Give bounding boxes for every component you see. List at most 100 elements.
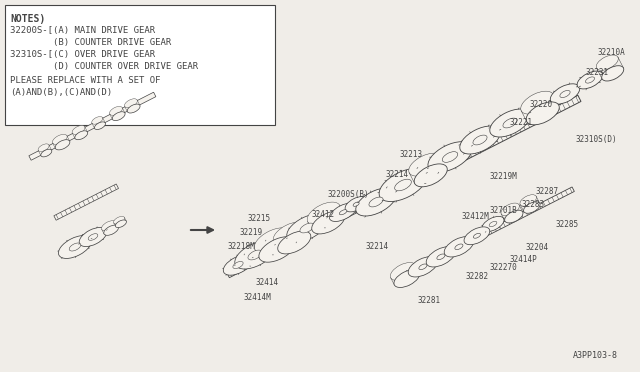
Ellipse shape (503, 118, 517, 128)
Ellipse shape (577, 71, 603, 89)
Ellipse shape (596, 55, 618, 70)
Ellipse shape (69, 243, 81, 251)
Text: 32282: 32282 (466, 272, 489, 281)
Ellipse shape (233, 262, 243, 269)
Ellipse shape (482, 217, 504, 232)
Ellipse shape (526, 102, 559, 125)
Ellipse shape (390, 263, 416, 280)
Ellipse shape (287, 214, 327, 242)
Ellipse shape (464, 227, 490, 245)
Polygon shape (29, 92, 156, 160)
Ellipse shape (127, 104, 140, 113)
Ellipse shape (113, 217, 125, 224)
Text: 32231: 32231 (585, 68, 608, 77)
Ellipse shape (379, 169, 427, 202)
Text: NOTES): NOTES) (10, 14, 45, 24)
Polygon shape (394, 187, 574, 282)
Ellipse shape (501, 203, 520, 216)
Text: 32214: 32214 (366, 242, 389, 251)
Ellipse shape (307, 202, 340, 225)
Polygon shape (369, 95, 581, 208)
Text: 32414M: 32414M (244, 293, 272, 302)
Text: 32219: 32219 (240, 228, 263, 237)
Ellipse shape (520, 195, 536, 206)
Text: 32414: 32414 (255, 278, 278, 287)
Text: 32221: 32221 (510, 118, 533, 127)
Ellipse shape (504, 210, 523, 223)
Ellipse shape (586, 77, 595, 83)
Ellipse shape (356, 188, 396, 216)
Ellipse shape (550, 84, 580, 104)
Text: 32215: 32215 (247, 214, 270, 223)
Ellipse shape (38, 144, 49, 151)
Ellipse shape (52, 134, 67, 145)
Ellipse shape (437, 254, 445, 260)
Ellipse shape (92, 116, 103, 124)
Ellipse shape (223, 255, 253, 275)
Text: 32200S-[(A) MAIN DRIVE GEAR: 32200S-[(A) MAIN DRIVE GEAR (10, 26, 155, 35)
Text: 32310S-[(C) OVER DRIVE GEAR: 32310S-[(C) OVER DRIVE GEAR (10, 50, 155, 59)
Text: 32701B: 32701B (490, 206, 518, 215)
Text: 32414P: 32414P (510, 255, 538, 264)
Ellipse shape (254, 228, 291, 253)
Ellipse shape (312, 211, 345, 234)
Ellipse shape (125, 99, 138, 108)
Ellipse shape (395, 179, 412, 191)
Ellipse shape (455, 244, 463, 250)
Ellipse shape (489, 221, 497, 227)
Ellipse shape (442, 152, 458, 162)
Ellipse shape (109, 106, 122, 115)
Ellipse shape (115, 220, 127, 228)
Text: 32412M: 32412M (462, 212, 490, 221)
Ellipse shape (95, 122, 106, 129)
Ellipse shape (473, 135, 487, 145)
Polygon shape (54, 184, 118, 220)
Text: 32310S(D): 32310S(D) (576, 135, 618, 144)
Ellipse shape (330, 203, 357, 221)
Text: 322270: 322270 (490, 263, 518, 272)
Text: 32283: 32283 (522, 200, 545, 209)
Text: 32213: 32213 (400, 150, 423, 159)
FancyBboxPatch shape (5, 5, 275, 125)
Ellipse shape (474, 233, 481, 238)
Ellipse shape (369, 197, 383, 207)
Ellipse shape (72, 125, 85, 134)
Ellipse shape (259, 237, 296, 262)
Text: 32210A: 32210A (598, 48, 626, 57)
Ellipse shape (55, 140, 70, 150)
Ellipse shape (278, 231, 311, 254)
Text: 32412: 32412 (312, 210, 335, 219)
Ellipse shape (41, 149, 52, 157)
Ellipse shape (112, 112, 125, 121)
Ellipse shape (75, 131, 88, 140)
Ellipse shape (300, 223, 314, 233)
Ellipse shape (345, 196, 367, 212)
Ellipse shape (409, 153, 442, 176)
Ellipse shape (88, 234, 98, 240)
Text: (A)AND(B),(C)AND(D): (A)AND(B),(C)AND(D) (10, 88, 112, 97)
Text: 32220: 32220 (530, 100, 553, 109)
Text: 32287: 32287 (535, 187, 558, 196)
Ellipse shape (102, 221, 116, 231)
Ellipse shape (248, 250, 262, 260)
Ellipse shape (560, 90, 570, 97)
Ellipse shape (235, 241, 275, 269)
Ellipse shape (353, 202, 359, 206)
Ellipse shape (79, 227, 107, 247)
Text: 32219M: 32219M (490, 172, 518, 181)
Ellipse shape (426, 247, 456, 267)
Text: 32281: 32281 (418, 296, 441, 305)
Ellipse shape (524, 202, 540, 213)
Ellipse shape (414, 164, 447, 187)
Text: 32200S(B): 32200S(B) (327, 190, 369, 199)
Ellipse shape (460, 126, 500, 154)
Ellipse shape (408, 257, 438, 277)
Ellipse shape (339, 210, 347, 215)
Ellipse shape (444, 237, 474, 257)
Text: (B) COUNTER DRIVE GEAR: (B) COUNTER DRIVE GEAR (10, 38, 172, 47)
Text: 32204: 32204 (525, 243, 548, 252)
Ellipse shape (602, 66, 624, 81)
Ellipse shape (428, 142, 472, 172)
Text: (D) COUNTER OVER DRIVE GEAR: (D) COUNTER OVER DRIVE GEAR (10, 62, 198, 71)
Ellipse shape (490, 109, 530, 137)
